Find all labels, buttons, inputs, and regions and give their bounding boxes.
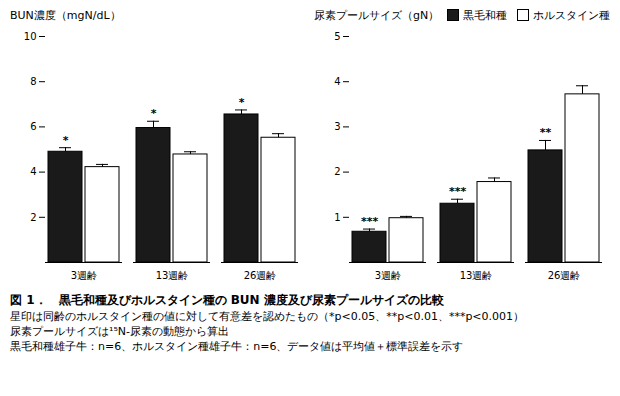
html-text:星印は同齢のホルスタイン種の値に対して有意差を認めたもの（*: 星印は同齢のホルスタイン種の値に対して有意差を認めたもの（*p<0.05、**p… — [10, 310, 525, 323]
svg-text:***: *** — [361, 215, 379, 228]
svg-text:*: * — [151, 107, 157, 120]
svg-text:2: 2 — [30, 212, 36, 223]
svg-text:5: 5 — [334, 31, 340, 42]
html-text:BUN濃度（mgN/dL）: BUN濃度（mgN/dL） — [10, 8, 121, 22]
html-text:尿素プールサイズ（gN）: 尿素プールサイズ（gN） — [314, 8, 440, 22]
svg-text:6: 6 — [30, 121, 36, 132]
html-text:尿素プールサイズは¹⁵N-尿素の動態から算出: 尿素プールサイズは¹⁵N-尿素の動態から算出 — [10, 325, 229, 338]
svg-text:26週齢: 26週齢 — [548, 270, 581, 281]
svg-text:2: 2 — [334, 166, 340, 177]
svg-text:13週齢: 13週齢 — [460, 270, 493, 281]
html-text:ホルスタイン種: ホルスタイン種 — [533, 8, 610, 22]
svg-text:1: 1 — [334, 212, 340, 223]
svg-text:*: * — [63, 134, 69, 147]
svg-text:3: 3 — [334, 121, 340, 132]
svg-text:4: 4 — [30, 166, 36, 177]
svg-text:**: ** — [540, 126, 552, 139]
svg-text:26週齢: 26週齢 — [244, 270, 277, 281]
svg-text:3週齢: 3週齢 — [375, 270, 401, 281]
html-text:黒毛和種: 黒毛和種 — [463, 8, 507, 22]
html-text:図 1． 黒毛和種及びホルスタイン種の BUN 濃度及び尿素: 図 1． 黒毛和種及びホルスタイン種の BUN 濃度及び尿素プールサイズの比較 — [10, 293, 444, 307]
svg-text:3週齢: 3週齢 — [71, 270, 97, 281]
svg-text:***: *** — [449, 185, 467, 198]
svg-text:8: 8 — [30, 76, 36, 87]
svg-text:13週齢: 13週齢 — [156, 270, 189, 281]
svg-text:*: * — [239, 96, 245, 109]
svg-text:10: 10 — [24, 31, 37, 42]
svg-text:4: 4 — [334, 76, 340, 87]
html-text:黒毛和種雄子牛：n=6、ホルスタイン種雄子牛：n=6、データ: 黒毛和種雄子牛：n=6、ホルスタイン種雄子牛：n=6、データ値は平均値＋標準誤差… — [10, 340, 464, 353]
